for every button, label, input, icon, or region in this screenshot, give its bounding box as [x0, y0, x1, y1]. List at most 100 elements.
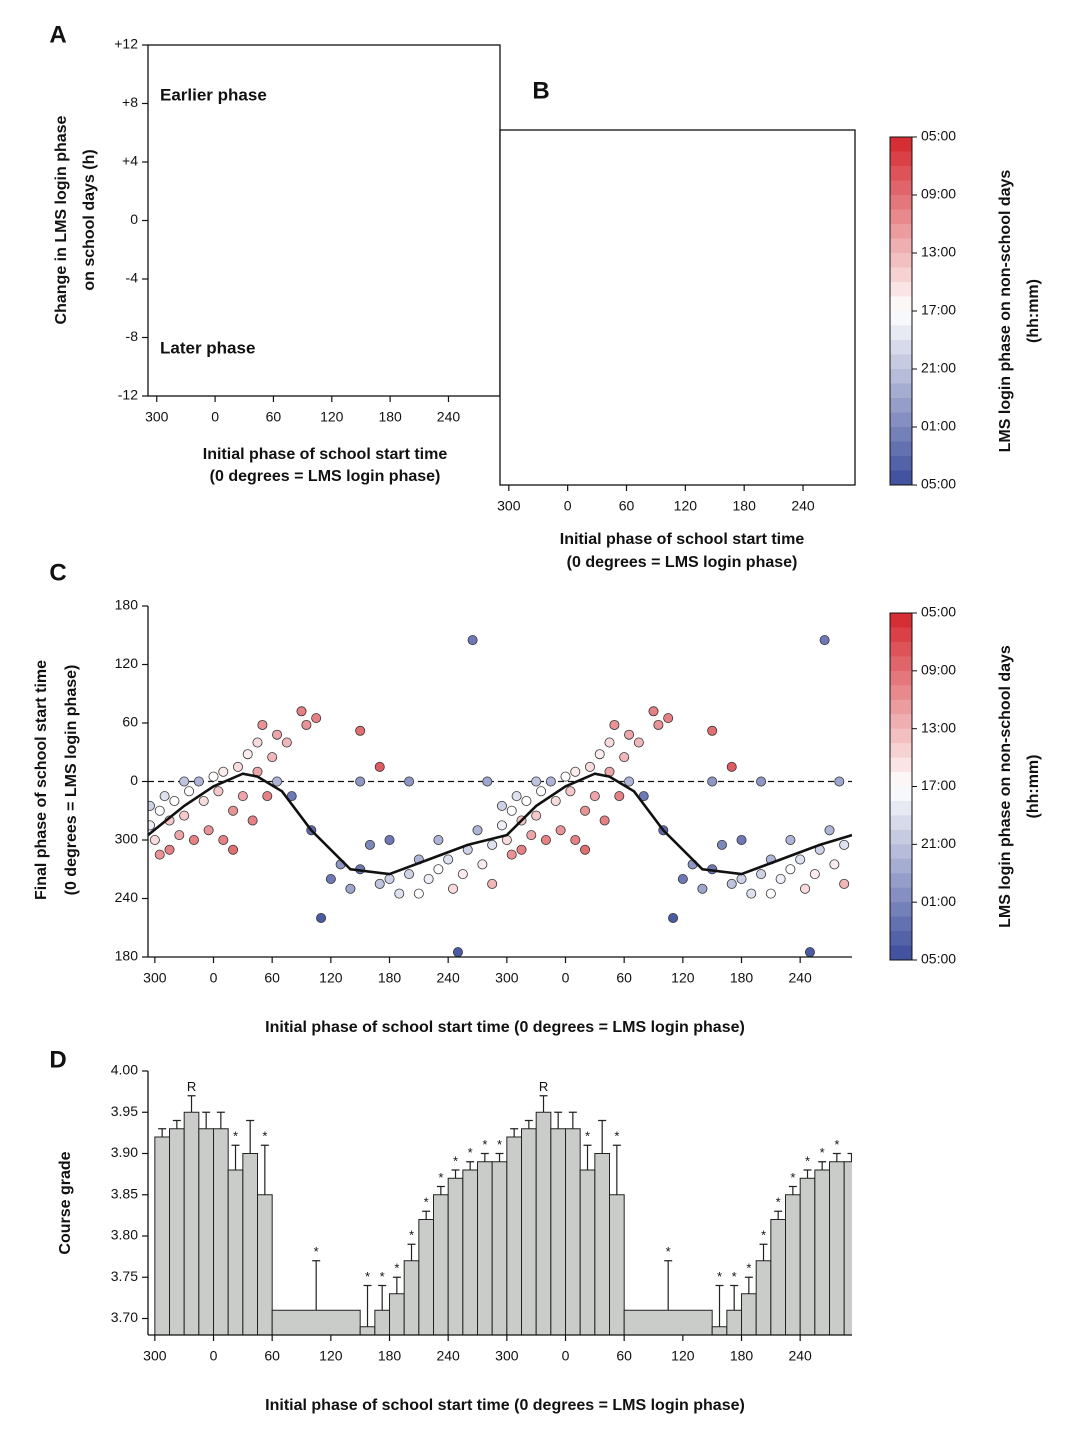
bar: [550, 1128, 567, 1335]
data-point: [619, 752, 630, 763]
data-point: [545, 776, 556, 787]
data-point: [281, 737, 292, 748]
annotation: Later phase: [160, 338, 255, 357]
data-point: [795, 854, 806, 865]
bar: [594, 1153, 611, 1335]
data-point: [580, 844, 591, 855]
x-tick-label: 60: [616, 1348, 632, 1364]
colorbar-step: [890, 800, 912, 816]
data-point: [819, 635, 830, 646]
data-point: [746, 888, 757, 899]
x-tick-label: 180: [730, 970, 754, 986]
data-point: [521, 796, 532, 807]
error-bar: [187, 1095, 196, 1113]
bar: [227, 1169, 244, 1335]
data-point: [648, 706, 659, 717]
colorbar-step: [890, 325, 912, 341]
data-point: [198, 796, 209, 807]
data-point: [804, 947, 815, 957]
data-point: [188, 835, 199, 846]
colorbar-step: [890, 945, 912, 961]
data-point: [325, 874, 336, 885]
data-point: [785, 864, 796, 875]
colorbar-tick-label: 01:00: [921, 893, 956, 909]
data-point: [477, 859, 488, 870]
colorbar-step: [890, 887, 912, 903]
data-point: [829, 859, 840, 870]
data-point: [570, 835, 581, 846]
bar: [169, 1128, 185, 1335]
data-point: [540, 835, 551, 846]
error-bar: [392, 1276, 401, 1294]
data-point: [839, 839, 850, 850]
error-bar: [744, 1276, 753, 1294]
x-tick-label: 180: [378, 409, 402, 425]
bar: [609, 1194, 625, 1335]
y-axis-label: Course grade: [57, 1151, 74, 1254]
x-tick-label: 300: [145, 409, 169, 425]
fit-curve: [148, 772, 852, 876]
colorbar-step: [890, 282, 912, 297]
bar: [755, 1260, 772, 1335]
bar-label: *: [380, 1269, 385, 1284]
data-point: [531, 776, 542, 787]
y-tick-label: 120: [115, 655, 139, 671]
error-bar: [554, 1111, 563, 1129]
data-point: [560, 771, 571, 782]
data-point: [355, 776, 366, 787]
data-point: [208, 771, 219, 782]
bar: [814, 1169, 831, 1335]
x-tick-label: 300: [143, 970, 167, 986]
x-tick-label: 60: [264, 970, 280, 986]
bar-label: *: [262, 1129, 267, 1144]
colorbar-tick-label: 09:00: [921, 186, 956, 202]
data-point: [374, 878, 385, 889]
colorbar-label: (hh:mm): [1025, 755, 1042, 819]
colorbar-tick-label: 05:00: [921, 476, 956, 492]
bar-label: *: [820, 1145, 825, 1160]
error-bar: [612, 1144, 621, 1195]
data-point: [785, 835, 796, 846]
error-bar: [818, 1161, 827, 1170]
bar-label: *: [614, 1129, 619, 1144]
bar: [741, 1293, 757, 1335]
error-bar: [466, 1161, 475, 1170]
bar: [521, 1128, 537, 1335]
colorbar-step: [890, 195, 912, 210]
data-point: [707, 725, 718, 736]
data-point: [555, 825, 566, 836]
data-point: [726, 878, 737, 889]
data-point: [193, 776, 204, 787]
bar-label: *: [453, 1153, 458, 1168]
colorbar-step: [890, 398, 912, 413]
x-tick-label: 180: [378, 1348, 402, 1364]
colorbar-tick-label: 09:00: [921, 662, 956, 678]
bar: [711, 1326, 728, 1335]
error-bar: [451, 1169, 460, 1179]
data-point: [374, 761, 385, 772]
data-point: [653, 719, 664, 730]
bar: [359, 1326, 376, 1335]
data-point: [584, 761, 595, 772]
error-bar: [774, 1210, 783, 1220]
data-point: [413, 888, 424, 899]
data-point: [589, 791, 600, 802]
x-axis-label: Initial phase of school start time: [203, 446, 448, 463]
colorbar-step: [890, 772, 912, 787]
data-point: [316, 913, 327, 924]
bar-label: *: [409, 1228, 414, 1243]
bar: [770, 1219, 787, 1335]
colorbar-step: [890, 829, 912, 845]
data-point: [213, 786, 224, 797]
data-point: [345, 883, 356, 894]
bar: [785, 1194, 801, 1335]
x-tick-label: 60: [264, 1348, 280, 1364]
x-tick-label: 0: [211, 409, 219, 425]
error-bar: [202, 1111, 211, 1129]
colorbar-step: [890, 296, 912, 312]
data-point: [624, 729, 635, 740]
x-tick-label: 240: [791, 498, 815, 514]
data-point: [775, 874, 786, 885]
colorbar-step: [890, 369, 912, 384]
data-point: [536, 786, 547, 797]
